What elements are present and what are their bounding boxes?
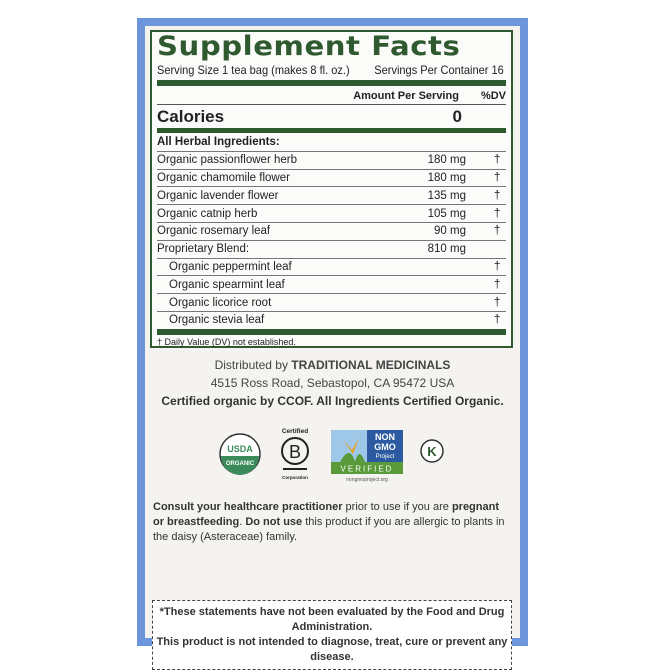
kosher-logo: K: [420, 439, 444, 463]
ingredient-row: Proprietary Blend: 810 mg: [157, 239, 506, 258]
usda-organic-logo: USDA ORGANIC: [219, 433, 261, 475]
distributor-prefix: Distributed by: [214, 358, 292, 372]
servings-per-container: Servings Per Container 16: [374, 63, 504, 77]
dv-header: %DV: [480, 90, 506, 102]
svg-text:VERIFIED: VERIFIED: [341, 465, 394, 474]
ingredient-dv: †: [494, 207, 501, 220]
section-label: All Herbal Ingredients:: [157, 135, 280, 148]
serving-info: Serving Size 1 tea bag (makes 8 fl. oz.)…: [157, 63, 504, 77]
svg-text:Certified: Certified: [282, 428, 308, 435]
blend-ingredient-row: Organic licorice root †: [157, 293, 506, 311]
ingredient-name: Organic licorice root: [169, 296, 272, 309]
ingredient-row: Organic catnip herb 105 mg †: [157, 204, 506, 222]
section-heading: All Herbal Ingredients:: [157, 133, 506, 151]
svg-text:Corporation: Corporation: [282, 475, 308, 480]
ingredient-dv: †: [494, 171, 501, 184]
ingredient-dv: †: [494, 189, 501, 202]
distributor-address: 4515 Ross Road, Sebastopol, CA 95472 USA: [210, 376, 455, 390]
distributor-info: Distributed by TRADITIONAL MEDICINALS 45…: [145, 356, 520, 410]
fda-disclaimer: *These statements have not been evaluate…: [152, 600, 512, 670]
ingredient-name: Organic peppermint leaf: [169, 260, 292, 273]
warning-text: Consult your healthcare practitioner pri…: [153, 501, 505, 543]
ingredient-amount: 105 mg: [427, 207, 466, 220]
divider: [157, 128, 506, 133]
svg-text:NON: NON: [375, 432, 395, 442]
ingredient-dv: †: [494, 260, 501, 273]
ingredient-dv: †: [494, 278, 501, 291]
ingredient-dv: †: [494, 296, 501, 309]
disclaimer-line: *These statements have not been evaluate…: [159, 606, 505, 633]
ingredient-name: Organic chamomile flower: [157, 171, 290, 184]
ingredient-row: Organic passionflower herb 180 mg †: [157, 150, 506, 169]
ingredient-name: Organic passionflower herb: [157, 154, 297, 167]
non-gmo-verified-logo: NON GMO Project VERIFIED nongmoproject.o…: [331, 430, 403, 483]
calories-label: Calories: [157, 107, 225, 126]
blend-ingredient-row: Organic spearmint leaf †: [157, 275, 506, 293]
blend-ingredient-row: Organic stevia leaf †: [157, 310, 506, 329]
ingredient-row: Organic rosemary leaf 90 mg †: [157, 221, 506, 240]
usda-text: USDA: [227, 444, 253, 454]
distributor-name: TRADITIONAL MEDICINALS: [291, 358, 451, 372]
organic-certification: Certified organic by CCOF. All Ingredien…: [161, 394, 504, 408]
ingredient-name: Proprietary Blend:: [157, 243, 250, 256]
facts-title: Supplement Facts: [157, 31, 461, 62]
divider: [157, 328, 506, 335]
organic-text: ORGANIC: [226, 461, 255, 467]
svg-text:B: B: [289, 442, 301, 462]
ingredient-amount: 810 mg: [427, 243, 466, 256]
ingredient-name: Organic stevia leaf: [169, 314, 265, 327]
ingredient-name: Organic catnip herb: [157, 207, 258, 220]
ingredient-amount: 135 mg: [427, 189, 466, 202]
ingredient-row: Organic lavender flower 135 mg †: [157, 186, 506, 204]
svg-text:K: K: [427, 444, 437, 459]
ingredient-amount: 180 mg: [427, 154, 466, 167]
bcorp-logo: Certified B Corporation: [281, 428, 309, 480]
ingredient-name: Organic rosemary leaf: [157, 225, 271, 238]
certification-logos: USDA ORGANIC Certified B Corporation NON…: [219, 428, 444, 483]
footnote: † Daily Value (DV) not established.: [157, 336, 296, 347]
svg-text:GMO: GMO: [374, 442, 396, 452]
column-header: Amount Per Serving %DV: [157, 88, 506, 105]
ingredient-dv: †: [494, 154, 501, 167]
label-panel: Supplement Facts Serving Size 1 tea bag …: [145, 26, 520, 670]
ingredient-amount: 180 mg: [427, 171, 466, 184]
ingredient-name: Organic lavender flower: [157, 189, 279, 202]
amount-header: Amount Per Serving: [353, 90, 459, 102]
ingredient-name: Organic spearmint leaf: [169, 278, 285, 291]
disclaimer-line: This product is not intended to diagnose…: [156, 636, 508, 663]
ingredient-row: Organic chamomile flower 180 mg †: [157, 168, 506, 187]
svg-text:Project: Project: [376, 454, 395, 460]
serving-size: Serving Size 1 tea bag (makes 8 fl. oz.): [157, 63, 350, 77]
divider: [157, 80, 506, 86]
supplement-facts-panel: Supplement Facts Serving Size 1 tea bag …: [150, 30, 513, 348]
ingredient-dv: †: [494, 225, 501, 238]
calories-row: Calories 0: [157, 105, 506, 128]
ingredient-amount: 90 mg: [434, 225, 466, 238]
ingredient-dv: †: [494, 314, 501, 327]
calories-value: 0: [452, 107, 462, 126]
blend-ingredient-row: Organic peppermint leaf †: [157, 257, 506, 276]
package-border: Supplement Facts Serving Size 1 tea bag …: [137, 18, 528, 670]
svg-text:nongmoproject.org: nongmoproject.org: [346, 477, 388, 483]
